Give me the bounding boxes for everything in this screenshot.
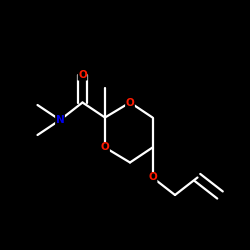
- Text: O: O: [100, 142, 110, 152]
- Text: O: O: [148, 172, 157, 182]
- Text: O: O: [126, 98, 134, 108]
- Text: N: N: [56, 115, 64, 125]
- Text: O: O: [78, 70, 87, 80]
